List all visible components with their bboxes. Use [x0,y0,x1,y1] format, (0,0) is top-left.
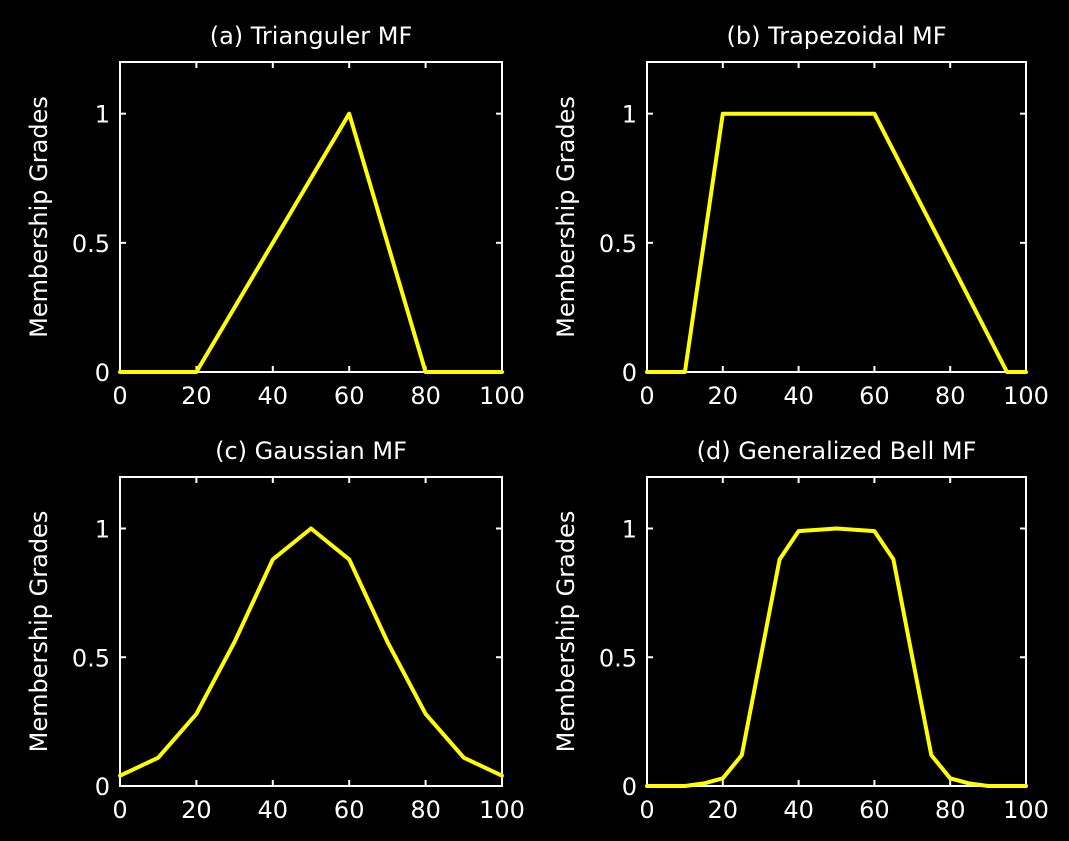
x-tick-label: 60 [334,382,365,410]
x-tick-label: 40 [783,382,814,410]
y-axis-label: Membership Grades [552,511,580,753]
x-tick-label: 40 [258,382,289,410]
x-tick-label: 60 [334,796,365,824]
x-tick-label: 100 [1003,796,1049,824]
series-line [118,526,504,778]
y-tick-label: 0.5 [599,230,637,258]
x-tick-label: 0 [112,796,127,824]
x-tick-label: 0 [639,382,654,410]
y-axis-label: Membership Grades [25,96,53,338]
plot-frame [646,476,1027,787]
y-tick-label: 0.5 [72,230,110,258]
x-tick-label: 60 [859,382,890,410]
x-tick-label: 60 [859,796,890,824]
chart-title: (a) Trianguler MF [210,22,413,50]
chart-panel: 0 20 40 60 80 100 0 0.5 1 (c) Gaussian MF Membersh… [25,437,525,824]
x-tick-label: 100 [1003,382,1049,410]
x-tick-label: 20 [181,796,212,824]
y-axis-label: Membership Grades [552,96,580,338]
series-line [118,111,504,374]
series-line [645,111,1028,374]
y-tick-label: 0.5 [599,644,637,672]
y-tick-label: 0 [95,773,110,801]
chart-panel: 0 20 40 60 80 100 0 0.5 1 (a) Trianguler MF Member… [25,22,525,410]
chart-title: (b) Trapezoidal MF [727,22,947,50]
x-tick-label: 80 [935,382,966,410]
x-tick-label: 80 [410,796,441,824]
x-tick-label: 40 [783,796,814,824]
x-tick-label: 20 [708,796,739,824]
y-tick-label: 0 [622,773,637,801]
y-tick-label: 0.5 [72,644,110,672]
y-tick-label: 0 [622,359,637,387]
x-tick-label: 80 [935,796,966,824]
y-tick-label: 1 [95,516,110,544]
x-tick-label: 20 [708,382,739,410]
x-tick-label: 80 [410,382,441,410]
chart-title: (c) Gaussian MF [215,437,407,465]
plot-frame [119,61,503,373]
chart-title: (d) Generalized Bell MF [697,437,977,465]
x-tick-label: 40 [258,796,289,824]
y-tick-label: 1 [95,101,110,129]
plot-frame [646,61,1027,373]
y-tick-label: 1 [622,101,637,129]
x-tick-label: 100 [479,382,525,410]
x-tick-label: 0 [112,382,127,410]
y-tick-label: 0 [95,359,110,387]
plot-frame [119,476,503,787]
chart-panel: 0 20 40 60 80 100 0 0.5 1 (b) Trapezoidal MF Membe… [552,22,1049,410]
x-tick-label: 0 [639,796,654,824]
x-tick-label: 20 [181,382,212,410]
x-tick-label: 100 [479,796,525,824]
y-tick-label: 1 [622,516,637,544]
series-line [645,526,1028,788]
chart-panel: 0 20 40 60 80 100 0 0.5 1 (d) Generalized Bell MF… [552,437,1049,824]
y-axis-label: Membership Grades [25,511,53,753]
